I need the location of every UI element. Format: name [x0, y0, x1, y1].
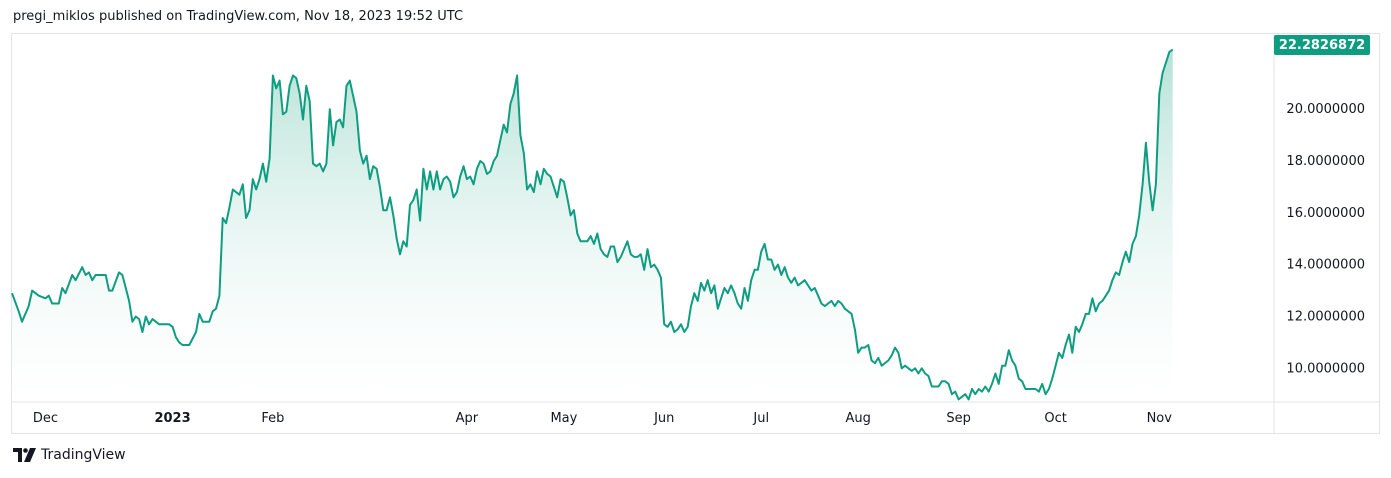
price-line [11, 48, 1174, 401]
brand-name: TradingView [41, 447, 126, 463]
y-tick-label: 18.0000000 [1286, 154, 1365, 169]
x-tick-label: Sep [946, 411, 971, 426]
y-tick-label: 16.0000000 [1286, 206, 1365, 221]
footer: TradingView [13, 447, 126, 463]
x-tick-label: Feb [261, 411, 284, 426]
x-tick-label: 2023 [154, 411, 190, 426]
x-tick-label: Aug [846, 411, 871, 426]
publish-info: pregi_miklos published on TradingView.co… [13, 9, 464, 24]
x-tick-label: May [550, 411, 577, 426]
y-tick-label: 20.0000000 [1286, 102, 1365, 117]
tradingview-logo-icon [13, 448, 36, 462]
x-tick-label: Nov [1147, 411, 1173, 426]
chart-frame [11, 33, 1380, 434]
x-tick-label: Apr [456, 411, 479, 426]
x-tick-label: Jun [653, 411, 674, 426]
y-tick-label: 14.0000000 [1286, 258, 1365, 273]
last-price-label: 22.2826872 [1274, 35, 1370, 55]
y-tick-label: 12.0000000 [1286, 309, 1365, 324]
x-tick-label: Oct [1044, 411, 1066, 426]
price-area-fill [12, 49, 1173, 402]
y-tick-label: 10.0000000 [1286, 361, 1365, 376]
x-tick-label: Jul [752, 411, 769, 426]
x-tick-label: Dec [33, 411, 58, 426]
